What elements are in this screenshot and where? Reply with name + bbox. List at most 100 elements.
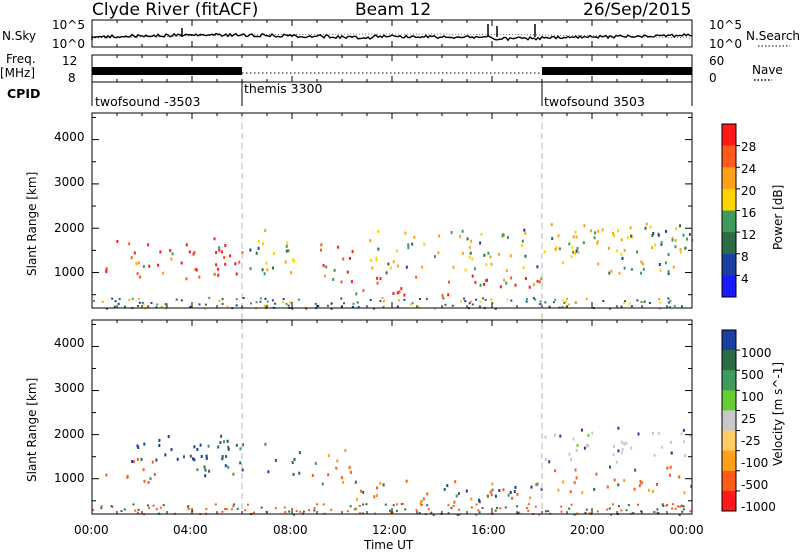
scatter-cell xyxy=(551,237,554,240)
scatter-cell xyxy=(468,302,471,305)
scatter-cell xyxy=(606,508,609,511)
scatter-cell xyxy=(398,299,401,302)
scatter-cell xyxy=(602,300,605,302)
date-title: 26/Sep/2015 xyxy=(583,0,692,20)
scatter-cell xyxy=(667,301,670,304)
scatter-cell xyxy=(352,302,355,305)
scatter-cell xyxy=(509,254,512,258)
scatter-cell xyxy=(482,297,484,300)
velocity-colorbar-swatch xyxy=(722,450,736,472)
scatter-cell xyxy=(491,488,494,492)
xtick-4: 16:00 xyxy=(471,523,506,537)
velocity-colorbar-frame xyxy=(721,329,737,512)
scatter-cell xyxy=(494,494,497,498)
scatter-cell xyxy=(683,454,686,458)
scatter-cell xyxy=(442,297,445,300)
scatter-cell xyxy=(134,509,137,512)
scatter-cell xyxy=(538,280,541,284)
scatter-cell xyxy=(261,268,264,272)
scatter-cell xyxy=(662,504,665,507)
vel-cbar-label: Velocity [m s^-1] xyxy=(771,361,785,466)
scatter-cell xyxy=(267,470,270,474)
scatter-cell xyxy=(666,503,669,506)
scatter-cell xyxy=(221,455,224,458)
scatter-cell xyxy=(292,472,295,476)
scatter-cell xyxy=(679,251,682,254)
scatter-cell xyxy=(478,305,481,308)
velocity-colorbar-swatch xyxy=(722,470,736,492)
scatter-cell xyxy=(123,508,126,511)
scatter-cell xyxy=(110,505,113,508)
scatter-cell xyxy=(457,492,460,496)
freq-block-2 xyxy=(542,67,692,75)
scatter-cell xyxy=(595,472,598,476)
scatter-cell xyxy=(314,461,317,465)
nsky-label: N.Sky xyxy=(2,29,37,43)
scatter-cell xyxy=(633,487,636,491)
scatter-cell xyxy=(346,270,349,274)
cpid-segment-3: twofsound 3503 xyxy=(544,94,645,109)
scatter-cell xyxy=(100,507,103,510)
scatter-cell xyxy=(382,305,385,308)
scatter-cell xyxy=(427,508,430,511)
scatter-cell xyxy=(215,251,218,254)
scatter-cell xyxy=(93,299,95,302)
scatter-cell xyxy=(463,297,466,300)
scatter-cell xyxy=(587,444,590,448)
scatter-cell xyxy=(651,489,654,493)
scatter-cell xyxy=(478,500,481,504)
scatter-cell xyxy=(317,305,320,307)
scatter-cell xyxy=(569,490,572,494)
power-cbar-tick-28: 28 xyxy=(741,140,757,154)
power-colorbar-swatch xyxy=(722,232,736,254)
scatter-cell xyxy=(630,267,633,271)
scatter-cell xyxy=(504,506,507,509)
scatter-cell xyxy=(561,480,564,484)
scatter-cell xyxy=(524,231,527,235)
power-colorbar-swatch xyxy=(722,124,736,146)
scatter-cell xyxy=(464,268,467,272)
scatter-cell xyxy=(433,307,436,310)
scatter-cell xyxy=(403,293,406,297)
scatter-cell xyxy=(195,268,198,272)
scatter-cell xyxy=(407,243,410,247)
scatter-cell xyxy=(369,239,372,243)
scatter-cell xyxy=(660,243,663,247)
scatter-cell xyxy=(574,230,577,234)
scatter-cell xyxy=(548,460,551,464)
scatter-cell xyxy=(516,492,519,496)
scatter-cell xyxy=(291,307,294,310)
velocity-scatter-layer xyxy=(92,426,693,516)
scatter-cell xyxy=(669,299,672,302)
velocity-colorbar-swatch xyxy=(722,430,736,451)
beam-title: Beam 12 xyxy=(355,0,432,20)
scatter-cell xyxy=(454,480,457,484)
scatter-cell xyxy=(574,468,577,472)
scatter-cell xyxy=(671,238,674,242)
scatter-cell xyxy=(563,301,566,304)
scatter-cell xyxy=(355,292,358,296)
scatter-cell xyxy=(220,434,223,438)
scatter-cell xyxy=(169,249,172,252)
scatter-cell xyxy=(514,283,517,287)
scatter-cell xyxy=(450,506,453,509)
scatter-cell xyxy=(458,508,460,511)
scatter-cell xyxy=(221,298,224,301)
scatter-cell xyxy=(656,483,658,486)
scatter-cell xyxy=(187,505,190,508)
scatter-cell xyxy=(217,267,220,271)
scatter-cell xyxy=(349,470,352,474)
scatter-cell xyxy=(620,305,623,308)
scatter-cell xyxy=(298,471,301,475)
scatter-cell xyxy=(560,510,563,513)
power-colorbar-swatch xyxy=(722,275,736,298)
scatter-cell xyxy=(133,251,136,255)
scatter-cell xyxy=(576,444,579,447)
scatter-cell xyxy=(539,303,542,306)
vel-ylabel: Slant Range [km] xyxy=(25,377,39,482)
scatter-cell xyxy=(420,504,423,506)
scatter-cell xyxy=(223,440,225,444)
scatter-cell xyxy=(359,512,362,515)
scatter-cell xyxy=(293,513,296,516)
